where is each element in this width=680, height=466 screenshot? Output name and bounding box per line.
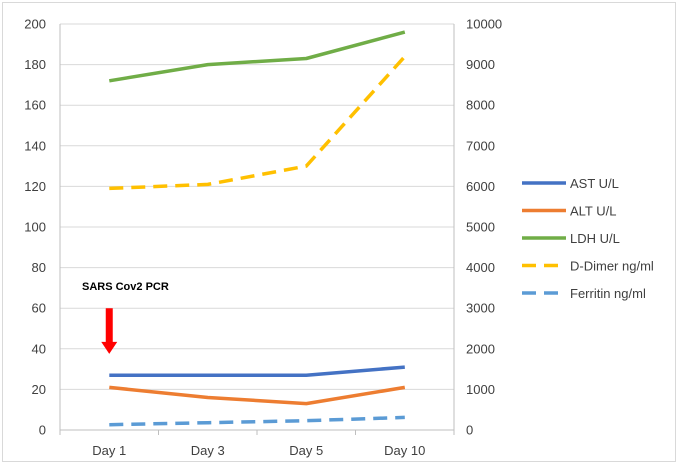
y-left-tick-label: 160 — [24, 98, 46, 113]
series-line-4 — [109, 415, 405, 427]
annotation-arrow-head — [101, 341, 118, 354]
y-left-tick-label: 60 — [32, 301, 46, 316]
y-right-tick-label: 3000 — [466, 301, 495, 316]
y-left-tick-label: 0 — [39, 423, 46, 438]
legend-label: Ferritin ng/ml — [570, 286, 646, 301]
y-right-tick-label: 7000 — [466, 138, 495, 153]
x-tick-label: Day 3 — [191, 443, 225, 458]
y-left-tick-label: 100 — [24, 220, 46, 235]
series-line-1 — [109, 385, 406, 406]
x-tick-label: Day 5 — [289, 443, 323, 458]
annotation-label: SARS Cov2 PCR — [82, 281, 169, 293]
x-tick-label: Day 10 — [384, 443, 425, 458]
legend-label: AST U/L — [570, 176, 619, 191]
y-right-tick-label: 5000 — [466, 220, 495, 235]
y-right-tick-label: 6000 — [466, 179, 495, 194]
legend-label: D-Dimer ng/ml — [570, 259, 654, 274]
series-line-2 — [109, 30, 406, 83]
y-left-tick-label: 40 — [32, 341, 46, 356]
y-right-tick-label: 2000 — [466, 341, 495, 356]
series-line-0 — [109, 365, 405, 377]
y-right-tick-label: 9000 — [466, 57, 495, 72]
y-right-tick-label: 10000 — [466, 17, 502, 32]
legend-label: ALT U/L — [570, 204, 616, 219]
y-left-tick-label: 140 — [24, 138, 46, 153]
y-right-tick-label: 0 — [466, 423, 473, 438]
y-right-tick-label: 1000 — [466, 382, 495, 397]
y-left-tick-label: 80 — [32, 260, 46, 275]
y-left-tick-label: 180 — [24, 57, 46, 72]
y-left-tick-label: 120 — [24, 179, 46, 194]
legend-label: LDH U/L — [570, 231, 620, 246]
y-left-tick-label: 20 — [32, 382, 46, 397]
x-tick-label: Day 1 — [92, 443, 126, 458]
y-left-tick-label: 200 — [24, 17, 46, 32]
series-line-3 — [109, 55, 407, 191]
y-right-tick-label: 4000 — [466, 260, 495, 275]
y-right-tick-label: 8000 — [466, 98, 495, 113]
